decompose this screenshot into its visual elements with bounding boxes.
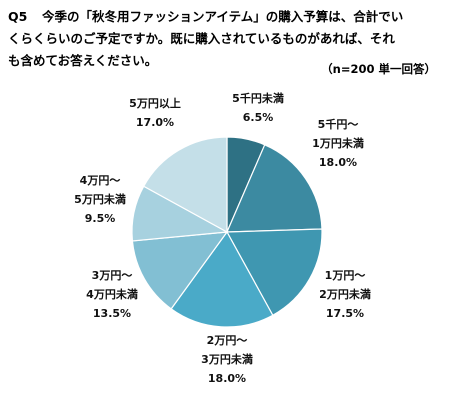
slice-category-label: 3万円未満	[201, 352, 253, 366]
question-line-1-text: 今季の「秋冬用ファッションアイテム」の購入予算は、合計でい	[42, 9, 404, 24]
slice-category-label: 5千円～	[318, 117, 359, 131]
slice-category-label: 4万円未満	[86, 287, 138, 301]
question-line-2: くらくらいのご予定ですか。既に購入されているものがあれば、それ	[8, 31, 395, 46]
slice-label-2: 5千円～ 1万円未満 18.0%	[312, 117, 364, 169]
question-text: Q5 今季の「秋冬用ファッションアイテム」の購入予算は、合計でい くらくらいのご予…	[8, 6, 448, 72]
pie-slice-7	[142, 136, 228, 234]
slice-value-label: 17.0%	[136, 116, 174, 129]
slice-category-label: 5万円以上	[129, 96, 181, 110]
slice-category-label: 3万円～	[92, 269, 133, 282]
question-line-3: も含めてお答えください。	[8, 53, 158, 68]
slice-label-5: 3万円～ 4万円未満 13.5%	[86, 269, 138, 320]
pie-slice-5	[131, 231, 229, 310]
slice-category-label: 1万円未満	[312, 136, 364, 150]
slice-value-label: 13.5%	[93, 307, 131, 320]
slice-value-label: 18.0%	[319, 156, 357, 169]
slice-category-label: 5万円未満	[74, 192, 126, 206]
slice-value-label: 18.0%	[208, 372, 246, 385]
slice-label-7: 5万円以上 17.0%	[129, 96, 181, 129]
slice-category-label: 1万円～	[325, 269, 366, 282]
slice-label-6: 4万円～ 5万円未満 9.5%	[74, 174, 126, 225]
question-line-1: Q5 今季の「秋冬用ファッションアイテム」の購入予算は、合計でい	[8, 6, 448, 28]
slice-label-3: 1万円～ 2万円未満 17.5%	[319, 269, 371, 320]
slice-category-label: 5千円未満	[232, 91, 284, 105]
pie-slice-2	[226, 144, 323, 233]
question-label: Q5	[8, 9, 28, 24]
slice-value-label: 6.5%	[243, 111, 274, 124]
sample-note: （n=200 単一回答）	[321, 62, 436, 76]
pie-slice-3	[226, 228, 323, 317]
slice-label-4: 2万円～ 3万円未満 18.0%	[201, 334, 253, 385]
slice-value-label: 9.5%	[85, 212, 116, 225]
slice-label-1: 5千円未満 6.5%	[232, 91, 284, 124]
pie-slice-4	[170, 230, 274, 328]
slice-category-label: 2万円～	[207, 334, 248, 347]
slice-category-label: 2万円未満	[319, 287, 371, 301]
slice-value-label: 17.5%	[326, 307, 364, 320]
slice-category-label: 4万円～	[80, 174, 121, 187]
